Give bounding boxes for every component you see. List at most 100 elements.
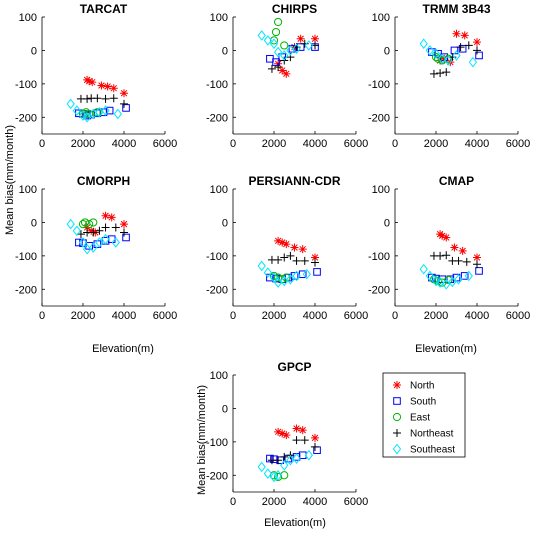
x-tick-label: 0 <box>39 310 45 322</box>
y-tick-label: 100 <box>210 12 228 24</box>
data-point <box>274 456 283 465</box>
series-north <box>274 236 319 262</box>
data-point <box>122 104 130 112</box>
data-point <box>263 267 272 278</box>
data-point <box>282 240 291 249</box>
data-point <box>286 273 295 285</box>
data-point <box>444 275 453 285</box>
legend-marker <box>392 443 402 455</box>
data-point <box>101 94 110 103</box>
legend-entry: East <box>392 412 430 424</box>
data-point <box>450 46 459 55</box>
x-tick-label: 4000 <box>303 138 327 150</box>
data-point <box>263 35 272 46</box>
y-tick-label: -200 <box>15 112 37 124</box>
y-tick-label: 100 <box>210 184 228 196</box>
data-point <box>93 108 102 117</box>
series-southeast <box>257 30 313 61</box>
data-point <box>83 94 92 103</box>
data-point <box>95 237 104 248</box>
y-tick-label: 100 <box>372 12 390 24</box>
series-northeast <box>267 251 319 267</box>
data-point <box>431 48 441 60</box>
data-point <box>473 38 481 47</box>
y-tick-label: -100 <box>206 79 228 91</box>
data-point <box>458 246 467 255</box>
data-point <box>274 63 283 72</box>
panel-title: TRMM 3B43 <box>422 2 490 16</box>
series-east <box>78 218 98 229</box>
data-point <box>454 273 463 285</box>
series-north <box>436 230 481 262</box>
y-tick-label: -100 <box>368 79 390 91</box>
series-southeast <box>66 98 122 123</box>
data-point <box>298 426 307 435</box>
data-point <box>452 29 461 38</box>
data-point <box>292 270 301 282</box>
y-tick-label: -200 <box>368 112 390 124</box>
data-point <box>290 243 299 252</box>
data-point <box>72 225 81 237</box>
legend-marker <box>392 412 402 422</box>
data-point <box>82 111 92 123</box>
data-point <box>263 468 272 479</box>
x-axis-label: Elevation(m) <box>92 343 154 355</box>
data-point <box>436 251 445 260</box>
data-point <box>460 272 469 280</box>
data-point <box>419 38 428 50</box>
data-point <box>429 69 438 78</box>
x-tick-label: 2000 <box>424 138 448 150</box>
data-point <box>257 461 266 473</box>
panel-title: TARCAT <box>80 2 128 16</box>
data-point <box>438 53 447 65</box>
scatter-panel: CMORPH 0 2000 4000 6000 -200 -100 0 100 <box>15 174 177 322</box>
data-point <box>274 255 283 264</box>
legend-marker <box>393 429 401 437</box>
data-point <box>311 433 319 442</box>
data-point <box>286 251 295 260</box>
data-point <box>280 452 289 461</box>
data-point <box>257 30 266 41</box>
panel-title: GPCP <box>277 360 311 374</box>
x-tick-label: 2000 <box>262 310 286 322</box>
data-point <box>273 469 283 481</box>
data-point <box>107 213 116 222</box>
data-point <box>280 41 289 50</box>
legend-entry: North <box>393 381 434 392</box>
x-tick-label: 6000 <box>506 310 530 322</box>
data-point <box>296 34 305 43</box>
data-point <box>66 218 75 230</box>
data-point <box>302 268 311 280</box>
data-point <box>473 253 481 262</box>
data-point <box>271 27 281 37</box>
y-tick-label: -100 <box>15 79 37 91</box>
data-point <box>120 99 128 108</box>
data-point <box>278 238 287 247</box>
y-tick-label: 0 <box>31 45 37 57</box>
data-point <box>280 459 289 471</box>
data-point <box>267 64 276 73</box>
x-tick-label: 0 <box>230 138 236 150</box>
data-point <box>464 41 473 50</box>
series-north <box>274 424 319 442</box>
scatter-panel: CHIRPS 0 2000 4000 6000 -200 -100 0 100 <box>206 2 368 150</box>
panel-title: CMAP <box>439 174 474 188</box>
data-point <box>269 36 279 45</box>
legend-entry: South <box>393 397 436 408</box>
data-point <box>313 268 321 276</box>
y-tick-label: -200 <box>206 284 228 296</box>
x-tick-label: 2000 <box>262 138 286 150</box>
data-point <box>311 253 319 262</box>
data-point <box>257 260 266 272</box>
x-tick-label: 6000 <box>153 138 177 150</box>
data-point <box>452 50 461 61</box>
legend: North South East Northeast Southeast <box>382 372 466 458</box>
data-point <box>300 39 309 48</box>
y-tick-label: -100 <box>15 251 37 263</box>
data-point <box>101 211 110 220</box>
scatter-panel: PERSIANN-CDR 0 2000 4000 6000 -200 -100 0 100 <box>206 174 368 322</box>
data-point <box>464 270 473 282</box>
data-point <box>101 233 110 245</box>
data-point <box>292 424 301 433</box>
data-point <box>311 442 319 451</box>
